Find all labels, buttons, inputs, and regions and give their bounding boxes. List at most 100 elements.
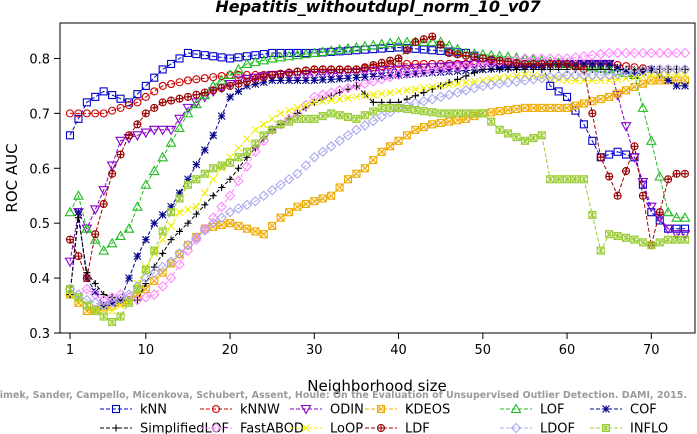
data-point [420, 88, 428, 96]
data-point [72, 190, 84, 200]
data-point [150, 103, 159, 112]
data-point [655, 71, 664, 79]
data-point [167, 59, 176, 68]
data-point [452, 61, 463, 73]
data-point [622, 65, 630, 73]
data-point [369, 60, 378, 70]
data-point [445, 67, 453, 76]
legend-marker [602, 405, 610, 413]
data-point [512, 72, 521, 80]
series-line-simplifiedlof [69, 68, 685, 301]
x-tick-label: 30 [306, 343, 323, 358]
series-ldof [64, 64, 691, 311]
x-tick-label: 10 [138, 343, 155, 358]
data-point [426, 93, 438, 105]
data-point [241, 161, 253, 172]
legend-item-knn: kNN [100, 403, 167, 418]
data-point [217, 112, 226, 120]
data-point [595, 69, 607, 81]
data-point [638, 72, 647, 80]
data-point [216, 212, 227, 223]
data-point [116, 150, 125, 159]
legend-label: LDF [405, 422, 430, 434]
data-point [605, 150, 614, 159]
y-axis: 0.3 0.4 0.5 0.6 0.7 0.8 [29, 52, 60, 342]
data-point [98, 300, 109, 311]
data-point [116, 312, 125, 321]
data-point [124, 98, 134, 107]
data-point [308, 47, 320, 58]
data-point [445, 48, 454, 58]
data-point [596, 153, 605, 162]
data-point [528, 74, 539, 85]
data-point [199, 223, 211, 234]
data-point [579, 120, 588, 129]
data-point [630, 82, 639, 92]
data-point [428, 83, 437, 91]
data-point [579, 175, 588, 184]
data-point [504, 106, 513, 115]
data-point [671, 64, 682, 75]
data-point [199, 225, 211, 236]
data-point [140, 128, 152, 139]
data-point [368, 76, 379, 87]
data-point [150, 73, 159, 82]
legend-label: ODIN [330, 403, 364, 418]
data-point [411, 125, 420, 134]
data-point [376, 66, 388, 77]
data-point [65, 285, 75, 294]
data-point [209, 86, 218, 95]
data-point [479, 65, 487, 73]
data-point [334, 85, 345, 96]
data-point [182, 107, 194, 118]
data-point [561, 69, 573, 81]
data-point [597, 65, 605, 73]
data-point [620, 67, 632, 79]
data-point [630, 235, 639, 244]
data-point [445, 109, 454, 118]
data-point [327, 75, 336, 84]
data-point [108, 317, 117, 327]
data-point [504, 73, 512, 82]
data-point [309, 152, 320, 163]
data-point [630, 73, 639, 82]
data-point [343, 65, 353, 74]
data-point [342, 130, 354, 141]
data-point [131, 201, 143, 211]
data-point [605, 76, 614, 85]
data-point [100, 291, 108, 299]
data-point [158, 227, 167, 236]
data-point [226, 93, 234, 101]
data-point [157, 151, 169, 162]
data-point [165, 137, 177, 147]
data-point [454, 75, 462, 83]
data-point [191, 234, 202, 245]
data-point [175, 194, 184, 203]
data-point [167, 208, 176, 217]
legend-item-knnw: kNNW [200, 403, 280, 418]
data-point [428, 120, 437, 129]
data-point [276, 69, 285, 78]
data-point [276, 76, 285, 85]
data-point [647, 208, 656, 217]
data-point [452, 87, 463, 98]
series-line-inflo [69, 107, 685, 323]
data-point [64, 206, 76, 217]
data-point [369, 90, 378, 99]
data-point [672, 169, 681, 178]
x-axis: 1 10 20 30 40 50 60 70 [66, 333, 660, 358]
data-point [520, 59, 529, 68]
data-point [318, 75, 327, 84]
legend-label: kNNW [240, 403, 280, 418]
data-point [495, 107, 504, 116]
data-point [394, 103, 403, 112]
data-point [116, 103, 125, 112]
data-point [352, 114, 361, 123]
data-point [310, 197, 319, 206]
data-point [519, 75, 531, 86]
data-point [224, 190, 236, 202]
data-point [334, 44, 346, 54]
data-point [343, 175, 353, 184]
data-point [495, 125, 504, 134]
data-point [461, 51, 471, 60]
